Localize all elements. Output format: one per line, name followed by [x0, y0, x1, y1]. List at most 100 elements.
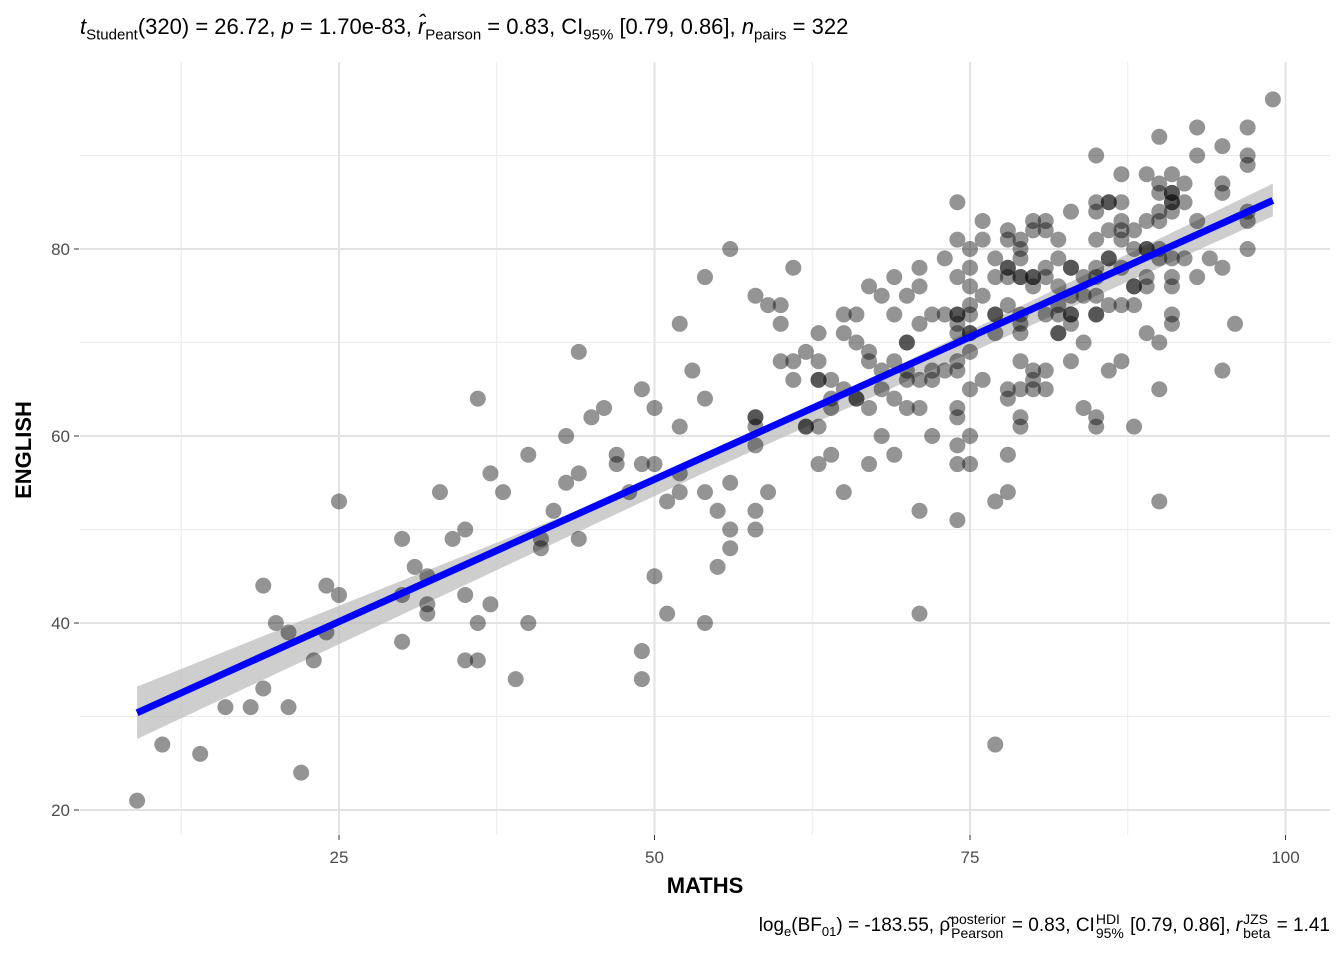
data-point — [1050, 231, 1067, 248]
data-point — [646, 456, 663, 473]
data-point — [646, 568, 663, 585]
data-point — [1088, 418, 1105, 435]
data-point — [696, 615, 713, 631]
data-point — [949, 437, 966, 454]
data-point — [999, 390, 1016, 407]
data-point — [1037, 269, 1054, 286]
data-point — [797, 418, 814, 435]
data-point — [1088, 259, 1105, 276]
data-point — [507, 671, 524, 688]
data-point — [1214, 175, 1231, 192]
data-point — [1163, 203, 1180, 220]
data-point — [1075, 334, 1092, 351]
data-point — [1050, 278, 1067, 295]
data-point — [1037, 222, 1054, 239]
caption-part: = 0.83, CI — [1006, 915, 1095, 937]
subtitle-part: Pearson — [425, 26, 482, 44]
subtitle-part: r̂ — [417, 14, 426, 39]
data-point — [987, 493, 1004, 510]
data-point — [949, 362, 966, 379]
data-point — [280, 699, 297, 716]
data-point — [797, 343, 814, 360]
x-tick-label: 75 — [961, 848, 980, 867]
data-point — [406, 558, 423, 575]
x-tick-label: 50 — [645, 848, 664, 867]
data-point — [924, 371, 941, 388]
data-point — [1100, 194, 1117, 211]
caption-part: JZS beta — [1243, 912, 1270, 940]
subtitle-part: 95% — [583, 26, 614, 44]
data-point — [1062, 353, 1079, 370]
data-point — [987, 306, 1004, 323]
data-point — [520, 446, 537, 463]
data-point — [1100, 362, 1117, 379]
data-point — [898, 334, 915, 351]
data-point — [1239, 156, 1256, 173]
data-point — [1100, 194, 1117, 211]
data-point — [747, 409, 764, 426]
data-point — [1163, 315, 1180, 332]
data-point — [835, 306, 852, 323]
data-point — [1062, 306, 1079, 323]
data-point — [1151, 175, 1168, 192]
data-point — [394, 633, 411, 650]
data-point — [709, 558, 726, 575]
data-point — [1214, 259, 1231, 276]
data-point — [1088, 147, 1105, 164]
data-point — [532, 540, 549, 557]
superscript: JZS — [1243, 911, 1268, 927]
data-point — [1151, 184, 1168, 201]
data-point — [608, 446, 625, 463]
data-point — [823, 446, 840, 463]
data-point — [280, 624, 297, 641]
data-point — [974, 287, 991, 304]
data-point — [1214, 138, 1231, 155]
data-point — [457, 521, 474, 538]
data-point — [1012, 409, 1029, 426]
data-point — [861, 456, 878, 473]
data-point — [419, 596, 436, 613]
data-point — [1113, 212, 1130, 229]
data-point — [1062, 306, 1079, 323]
data-point — [898, 399, 915, 416]
data-point — [633, 456, 650, 473]
data-point — [255, 577, 272, 594]
data-point — [835, 325, 852, 342]
data-point — [1151, 381, 1168, 398]
data-point — [999, 259, 1016, 276]
data-point — [469, 615, 486, 631]
data-point — [1163, 250, 1180, 267]
data-point — [949, 194, 966, 211]
data-point — [242, 699, 259, 716]
data-point — [949, 353, 966, 370]
data-point — [709, 502, 726, 519]
data-point — [873, 287, 890, 304]
data-point — [596, 399, 613, 416]
data-point — [633, 381, 650, 398]
data-point — [949, 456, 966, 473]
subscript: 95% — [1095, 925, 1124, 941]
data-point — [949, 512, 966, 529]
data-point — [1163, 194, 1180, 211]
data-point — [722, 241, 739, 257]
data-point — [987, 306, 1004, 323]
data-point — [772, 297, 789, 314]
data-point — [936, 250, 953, 267]
caption-part: posterior Pearson — [951, 912, 1005, 940]
y-tick-label: 80 — [51, 240, 70, 259]
data-point — [1189, 119, 1206, 136]
data-point — [722, 540, 739, 557]
data-point — [1151, 203, 1168, 220]
data-point — [810, 371, 827, 388]
data-point — [633, 671, 650, 688]
data-point — [558, 474, 575, 491]
subtitle-part: (320) = 26.72, — [137, 14, 282, 39]
data-point — [1062, 203, 1079, 220]
data-point — [1151, 128, 1168, 145]
data-point — [457, 586, 474, 603]
data-point — [1189, 147, 1206, 164]
data-point — [154, 736, 171, 753]
superscript: posterior — [951, 911, 1006, 927]
data-point — [873, 381, 890, 398]
